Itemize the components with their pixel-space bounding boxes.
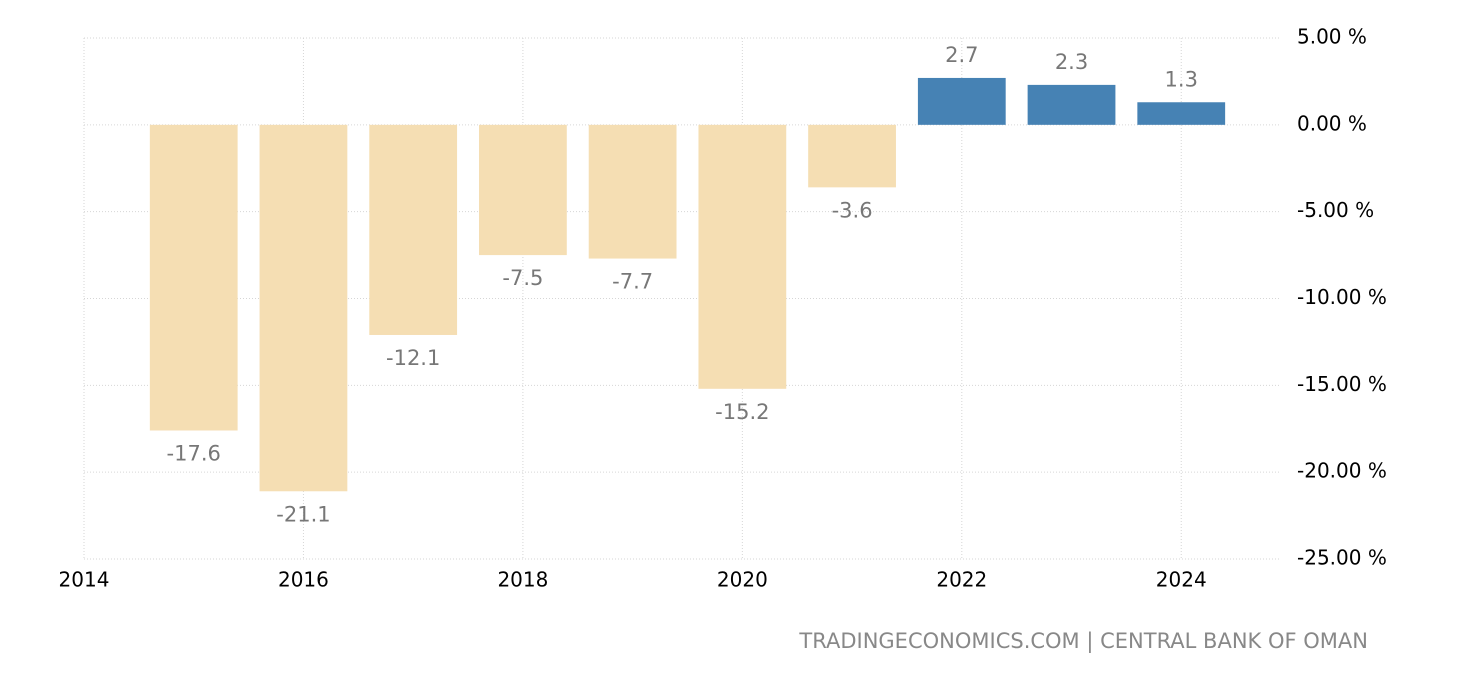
x-tick-label: 2022 <box>936 568 987 592</box>
bar <box>149 124 238 431</box>
value-label: -7.5 <box>502 266 543 290</box>
value-label: -21.1 <box>276 502 330 526</box>
x-tick-label: 2016 <box>278 568 329 592</box>
value-label: -15.2 <box>715 400 769 424</box>
bar <box>259 124 348 492</box>
bar <box>1137 102 1226 125</box>
y-tick-label: -20.00 % <box>1297 459 1387 483</box>
value-label: 2.3 <box>1055 50 1088 74</box>
value-label: -17.6 <box>167 441 221 465</box>
y-tick-label: 0.00 % <box>1297 111 1367 135</box>
x-tick-label: 2018 <box>497 568 548 592</box>
y-tick-label: -15.00 % <box>1297 372 1387 396</box>
y-tick-label: -25.00 % <box>1297 546 1387 570</box>
y-tick-label: -10.00 % <box>1297 285 1387 309</box>
value-label: 1.3 <box>1165 67 1198 91</box>
source: TRADINGECONOMICS.COM | CENTRAL BANK OF O… <box>798 629 1368 654</box>
bar <box>808 124 896 188</box>
bar <box>917 77 1006 125</box>
value-label: -3.6 <box>832 198 873 222</box>
value-label: -12.1 <box>386 346 440 370</box>
y-tick-label: 5.00 % <box>1297 25 1367 49</box>
x-tick-label: 2024 <box>1156 568 1207 592</box>
bar <box>588 124 677 259</box>
bar <box>369 124 458 335</box>
bar <box>698 124 787 389</box>
bar <box>1027 84 1116 125</box>
x-tick-label: 2020 <box>717 568 768 592</box>
value-label: 2.7 <box>945 43 978 67</box>
x-tick-label: 2014 <box>59 568 110 592</box>
value-label: -7.7 <box>612 270 653 294</box>
bar <box>479 124 567 256</box>
y-tick-label: -5.00 % <box>1297 198 1374 222</box>
